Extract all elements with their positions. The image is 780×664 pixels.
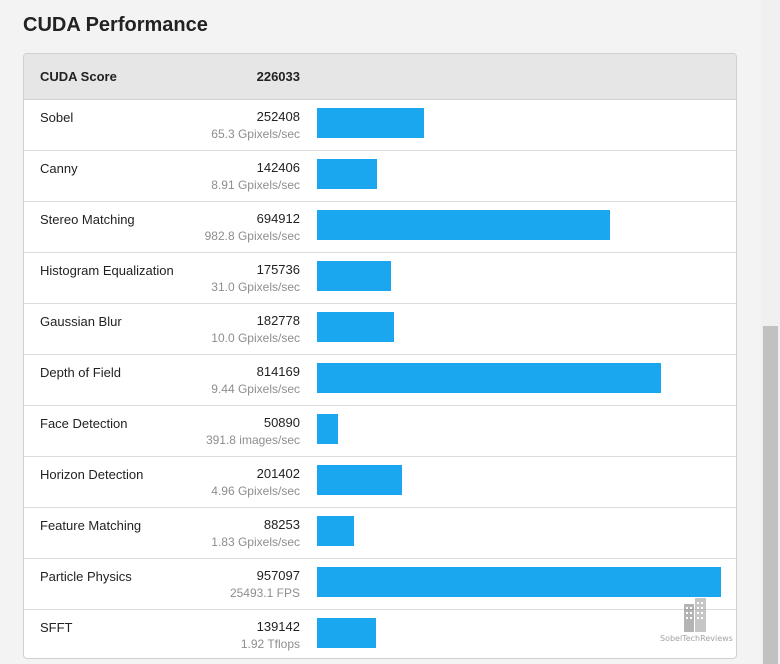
benchmark-row: Horizon Detection 201402 4.96 Gpixels/sec (24, 457, 736, 508)
benchmark-name: Feature Matching (40, 518, 142, 533)
benchmark-name: Depth of Field (40, 365, 121, 380)
benchmark-score: 139142 (256, 619, 300, 634)
benchmark-row: SFFT 139142 1.92 Tflops (24, 610, 736, 658)
benchmark-metric: 982.8 Gpixels/sec (204, 229, 300, 243)
watermark-text: SobelTechReviews (660, 634, 733, 643)
benchmark-name: Canny (40, 161, 78, 176)
benchmark-metric: 31.0 Gpixels/sec (211, 280, 300, 294)
benchmark-row: Particle Physics 957097 25493.1 FPS (24, 559, 736, 610)
benchmark-metric: 391.8 images/sec (205, 433, 300, 447)
benchmark-metric: 4.96 Gpixels/sec (211, 484, 300, 498)
benchmark-row: Gaussian Blur 182778 10.0 Gpixels/sec (24, 304, 736, 355)
results-panel: CUDA Score 226033 Sobel 252408 65.3 Gpixel… (23, 53, 737, 659)
benchmark-bar (317, 516, 354, 546)
building-icon (684, 598, 706, 632)
watermark-logo: SobelTechReviews (660, 598, 733, 648)
benchmark-row: Depth of Field 814169 9.44 Gpixels/sec (24, 355, 736, 406)
benchmark-metric: 9.44 Gpixels/sec (211, 382, 300, 396)
benchmark-bar (317, 159, 377, 189)
benchmark-row: Face Detection 50890 391.8 images/sec (24, 406, 736, 457)
benchmark-score: 142406 (256, 160, 300, 175)
benchmark-metric: 1.83 Gpixels/sec (211, 535, 300, 549)
benchmark-row: Stereo Matching 694912 982.8 Gpixels/sec (24, 202, 736, 253)
benchmark-name: Stereo Matching (40, 212, 135, 227)
benchmark-metric: 10.0 Gpixels/sec (211, 331, 300, 345)
benchmark-row: Canny 142406 8.91 Gpixels/sec (24, 151, 736, 202)
benchmark-name: Horizon Detection (40, 467, 144, 482)
benchmark-name: Sobel (40, 110, 74, 125)
benchmark-metric: 25493.1 FPS (229, 586, 300, 600)
benchmark-bar (317, 261, 391, 291)
benchmark-bar (317, 414, 338, 444)
benchmark-row: Histogram Equalization 175736 31.0 Gpixels… (24, 253, 736, 304)
benchmark-name: SFFT (40, 620, 73, 635)
benchmark-bar (317, 618, 376, 648)
scrollbar-thumb[interactable] (763, 326, 778, 664)
benchmark-row: Feature Matching 88253 1.83 Gpixels/sec (24, 508, 736, 559)
cuda-score-value: 226033 (256, 69, 300, 84)
benchmark-score: 252408 (256, 109, 300, 124)
benchmark-name: Gaussian Blur (40, 314, 122, 329)
benchmark-bar (317, 363, 661, 393)
benchmark-metric: 1.92 Tflops (240, 637, 300, 651)
benchmark-bar (317, 465, 402, 495)
benchmark-metric: 65.3 Gpixels/sec (211, 127, 300, 141)
benchmark-bar (317, 108, 424, 138)
benchmark-name: Histogram Equalization (40, 263, 174, 278)
benchmark-name: Particle Physics (40, 569, 132, 584)
benchmark-list: Sobel 252408 65.3 Gpixels/sec Canny 142406 8.… (24, 100, 736, 658)
cuda-score-header: CUDA Score 226033 (24, 54, 736, 100)
benchmark-score: 50890 (263, 415, 300, 430)
benchmark-score: 175736 (256, 262, 300, 277)
page-title: CUDA Performance (23, 14, 208, 36)
benchmark-metric: 8.91 Gpixels/sec (211, 178, 300, 192)
benchmark-score: 201402 (256, 466, 300, 481)
benchmark-score: 694912 (256, 211, 300, 226)
benchmark-score: 182778 (256, 313, 300, 328)
benchmark-row: Sobel 252408 65.3 Gpixels/sec (24, 100, 736, 151)
benchmark-name: Face Detection (40, 416, 128, 431)
benchmark-score: 814169 (256, 364, 300, 379)
benchmark-bar (317, 210, 610, 240)
benchmark-score: 957097 (256, 568, 300, 583)
benchmark-score: 88253 (263, 517, 300, 532)
benchmark-bar (317, 567, 721, 597)
cuda-score-label: CUDA Score (40, 69, 117, 84)
benchmark-bar (317, 312, 394, 342)
